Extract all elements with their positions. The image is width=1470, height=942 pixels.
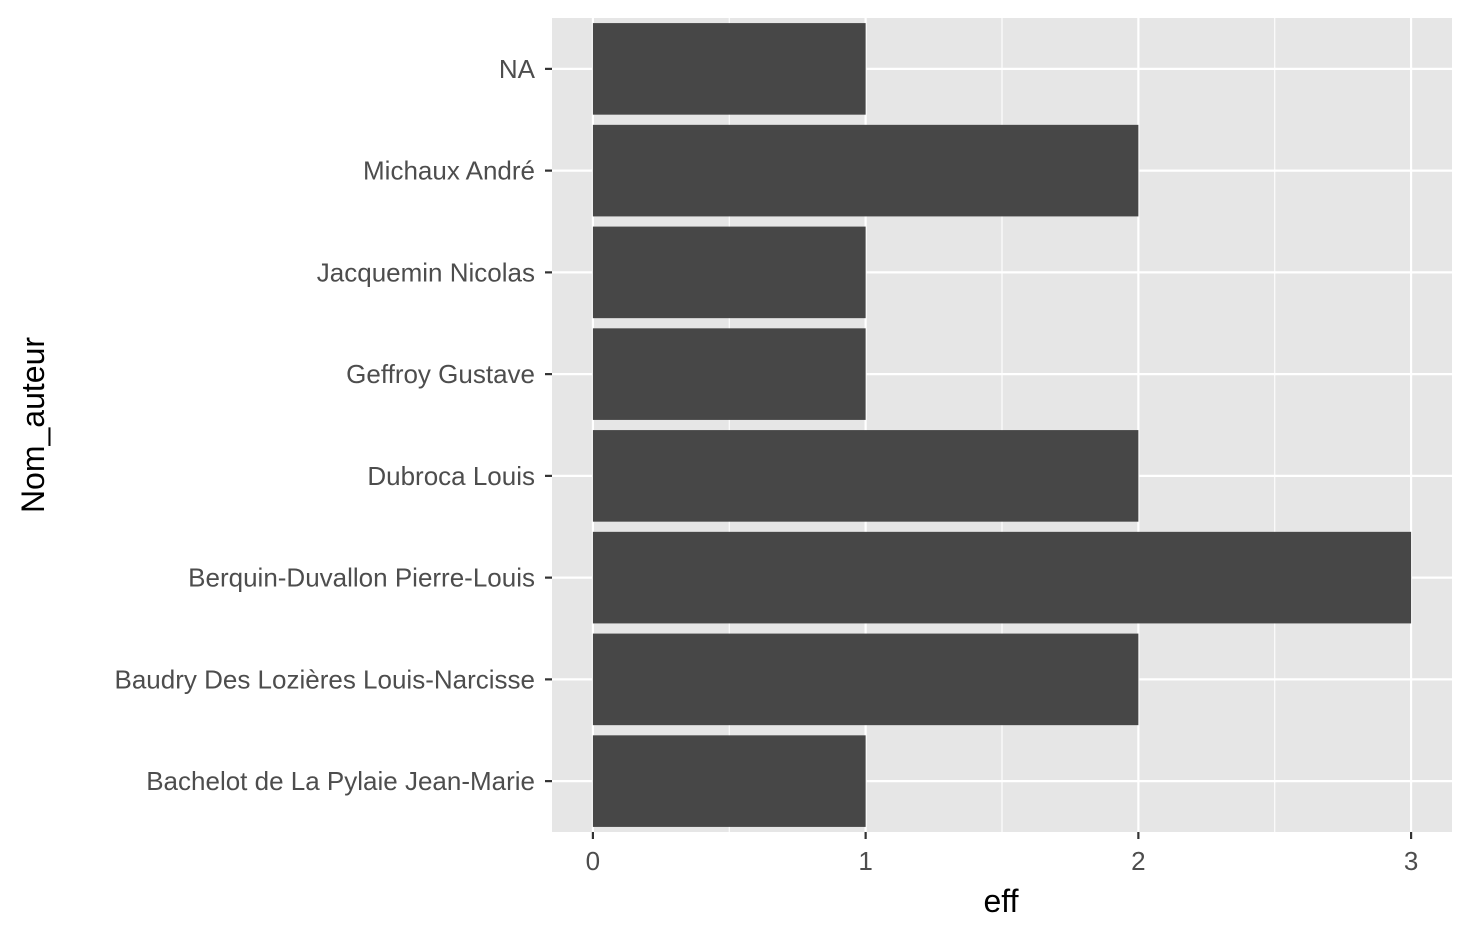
x-tick-label: 1: [858, 846, 872, 876]
bar: [592, 735, 866, 827]
bar: [592, 430, 1139, 522]
x-tick-label: 3: [1404, 846, 1418, 876]
bar: [592, 226, 866, 319]
bar: [592, 633, 1139, 726]
y-tick-label: Baudry Des Lozières Louis-Narcisse: [114, 664, 535, 694]
x-tick-label: 2: [1131, 846, 1145, 876]
bar: [592, 531, 1412, 624]
y-axis: Bachelot de La Pylaie Jean-Marie Baudry D…: [114, 54, 552, 796]
x-axis-title: eff: [984, 883, 1019, 919]
bar: [592, 23, 866, 115]
y-tick-label: Bachelot de La Pylaie Jean-Marie: [146, 766, 535, 796]
y-tick-label: Michaux André: [363, 156, 535, 186]
bars: [592, 23, 1412, 827]
x-axis: 0 1 2 3: [586, 832, 1418, 876]
x-tick-label: 0: [586, 846, 600, 876]
y-tick-label: Berquin-Duvallon Pierre-Louis: [188, 563, 535, 593]
bar: [592, 124, 1139, 217]
y-axis-title: Nom_auteur: [15, 337, 51, 513]
y-tick-label: Geffroy Gustave: [346, 359, 535, 389]
bar: [592, 328, 866, 420]
y-tick-label: Jacquemin Nicolas: [317, 257, 535, 287]
y-tick-label: NA: [499, 54, 536, 84]
y-tick-label: Dubroca Louis: [367, 461, 535, 491]
